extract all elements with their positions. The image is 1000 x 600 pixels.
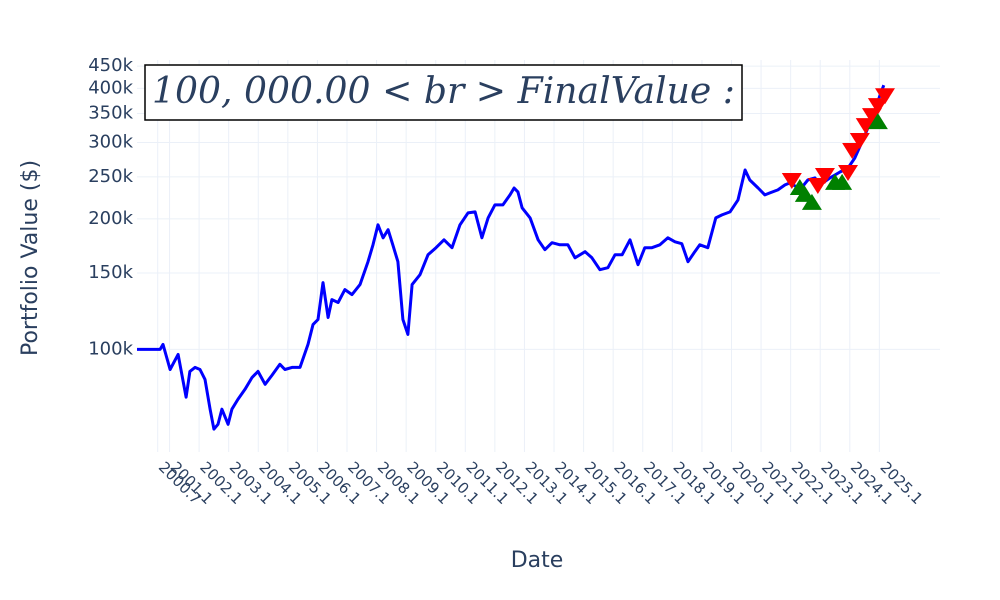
annotation-box [144, 64, 743, 121]
buy-marker [801, 193, 822, 210]
sell-marker [838, 164, 859, 181]
y-tick-label: 150k [88, 262, 133, 283]
buy-marker [832, 173, 853, 190]
annotation-text: 100, 000.00 < br > FinalValue : [152, 71, 735, 112]
value-line [137, 84, 886, 431]
y-tick-label: 400k [88, 77, 133, 98]
sell-marker [814, 167, 835, 184]
y-tick-label: 300k [88, 132, 133, 153]
sell-marker [874, 88, 895, 105]
annotation: 100, 000.00 < br > FinalValue : [144, 64, 743, 121]
y-tick-label: 250k [88, 166, 133, 187]
sell-marker [781, 172, 802, 189]
x-axis-title: Date [511, 548, 564, 573]
y-tick-label: 200k [88, 208, 133, 229]
sell-marker [842, 143, 863, 160]
sell-marker [849, 133, 870, 150]
sell-marker [807, 177, 828, 194]
y-tick-label: 350k [88, 103, 133, 124]
buy-marker [867, 113, 888, 130]
y-tick-label: 450k [88, 55, 133, 76]
y-tick-label: 100k [88, 338, 133, 359]
sell-marker [867, 98, 888, 115]
y-axis-title: Portfolio Value ($) [18, 160, 43, 356]
